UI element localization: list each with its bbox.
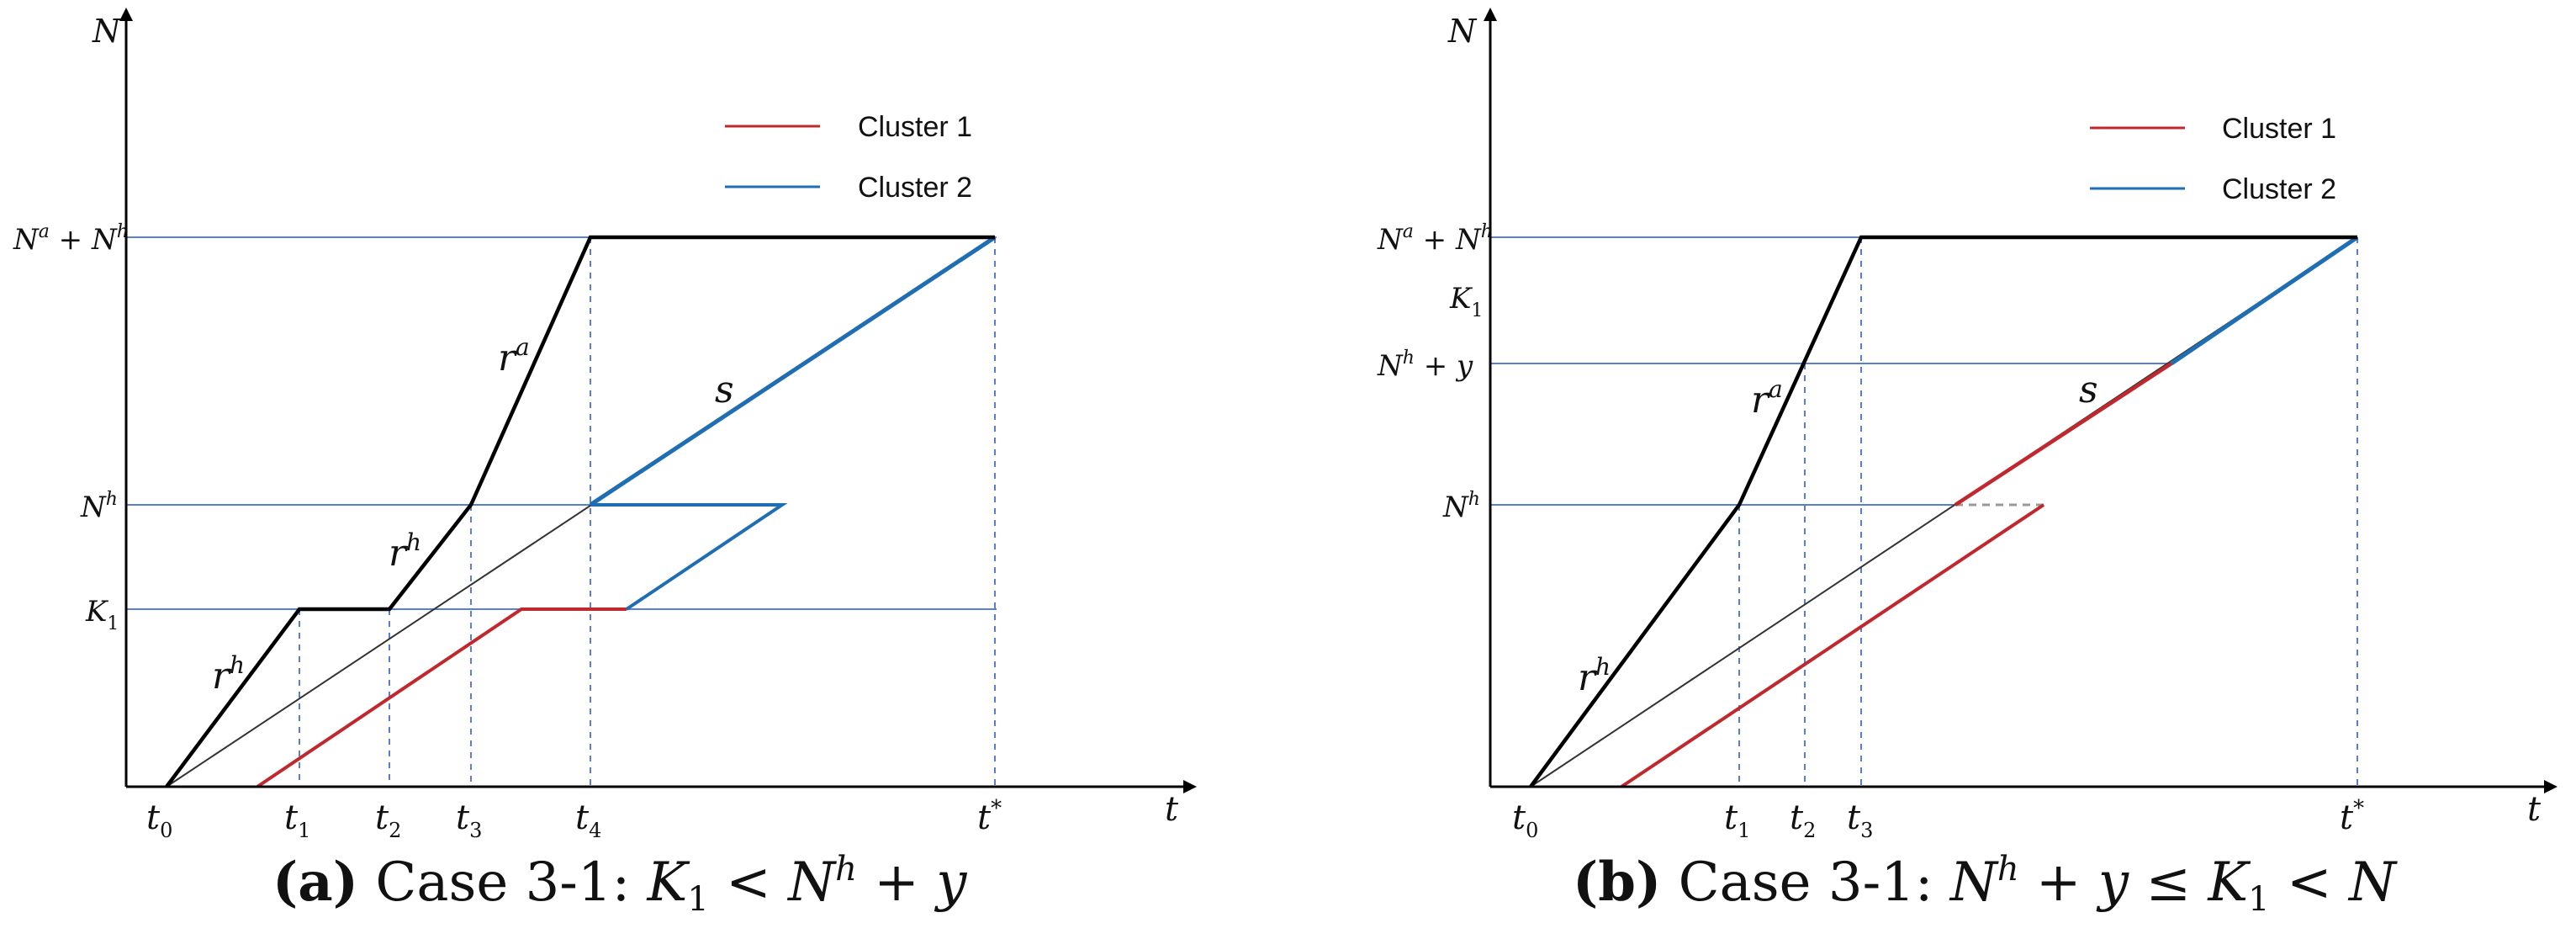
- legend-cluster2-label: Cluster 2: [858, 172, 972, 204]
- label-ra: ra: [498, 333, 530, 379]
- cluster1-path: [256, 607, 627, 788]
- ytick-k1: K1: [85, 595, 119, 634]
- ytick-b-k1: K1: [1449, 282, 1483, 321]
- cluster2-path: [590, 503, 788, 611]
- y-axis-label: N: [92, 13, 122, 50]
- label-s: s: [715, 369, 734, 411]
- panel-b-horizontal-guides: [1490, 236, 2357, 506]
- ytick-b-na-nh: Na + Nh: [1377, 221, 1493, 257]
- panel-b: Cluster 1 Cluster 2 N t Na + Nh K1 Nh + …: [1377, 8, 2557, 919]
- panel-a: Cluster 1 Cluster 2 N t Na + Nh Nh K1 t0…: [13, 8, 1197, 919]
- label-b-s: s: [2079, 369, 2098, 411]
- label-b-ra: ra: [1751, 375, 1783, 422]
- ytick-b-nh-y: Nh + y: [1377, 347, 1473, 383]
- caption-a: (a) Case 3-1: K1 < Nh + y: [272, 850, 967, 919]
- legend-b-cluster1-label: Cluster 1: [2222, 113, 2336, 145]
- cluster1-b-upper: [1954, 362, 2173, 507]
- cluster1-b-lower: [1620, 503, 2045, 788]
- cluster2-b-line: [2170, 235, 2359, 366]
- cluster2-service-line: [589, 235, 997, 507]
- xtick-t0: t0: [146, 798, 172, 842]
- xtick-t3: t3: [456, 798, 482, 842]
- panel-a-vertical-guides: [299, 237, 996, 787]
- xtick-b-t2: t2: [1790, 798, 1816, 842]
- panel-b-vertical-guides: [1738, 237, 2358, 787]
- panel-a-horizontal-guides: [126, 236, 997, 610]
- ytick-b-nh: Nh: [1442, 489, 1480, 524]
- legend-b-cluster2-label: Cluster 2: [2222, 173, 2336, 205]
- xtick-t1: t1: [284, 798, 310, 842]
- label-b-rh: rh: [1578, 653, 1611, 699]
- cumulative-arrival-curve-b: [1529, 235, 2357, 788]
- ytick-nh: Nh: [80, 489, 118, 524]
- cumulative-arrival-curve: [165, 235, 995, 788]
- ytick-na-nh: Na + Nh: [13, 221, 129, 257]
- x-axis-label: t: [1165, 790, 1179, 829]
- xtick-b-t1: t1: [1724, 798, 1750, 842]
- xtick-b-t0: t0: [1512, 798, 1538, 842]
- xtick-tstar: t*: [977, 796, 1002, 837]
- y-axis-label-b: N: [1447, 13, 1478, 50]
- xtick-t4: t4: [575, 798, 601, 842]
- xtick-b-tstar: t*: [2340, 796, 2364, 837]
- caption-b: (b) Case 3-1: Nh + y ≤ K1 < N: [1573, 850, 2398, 919]
- label-rh-upper: rh: [389, 528, 421, 575]
- xtick-t2: t2: [375, 798, 401, 842]
- legend-cluster1-label: Cluster 1: [858, 111, 972, 143]
- x-axis-label-b: t: [2527, 790, 2542, 829]
- xtick-b-t3: t3: [1847, 798, 1873, 842]
